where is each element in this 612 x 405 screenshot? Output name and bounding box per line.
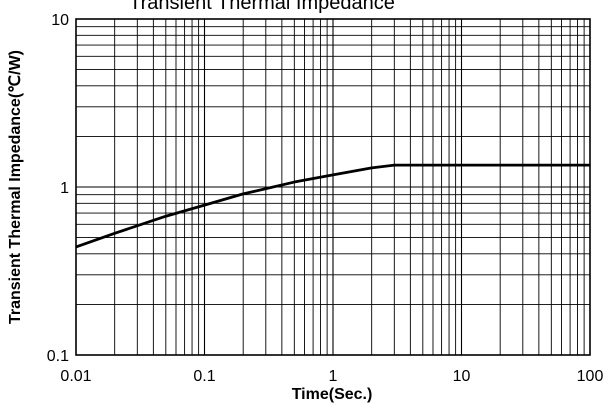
y-tick-label: 10 — [51, 12, 69, 29]
x-axis-label: Time(Sec.) — [292, 386, 373, 403]
y-tick-label: 1 — [60, 180, 69, 197]
y-tick-label: 0.1 — [47, 348, 69, 365]
plot-frame — [75, 18, 591, 356]
x-tick-label: 0.1 — [193, 368, 215, 385]
plot-grid — [76, 19, 590, 355]
chart-title: Transient Thermal Impedance — [129, 0, 395, 14]
x-tick-labels: 0.01 0.1 1 10 100 — [60, 368, 603, 385]
x-tick-label: 100 — [577, 368, 604, 385]
y-axis-label: Transient Thermal Impedance(℃/W) — [7, 50, 24, 324]
x-tick-label: 1 — [329, 368, 338, 385]
x-tick-label: 10 — [453, 368, 471, 385]
x-tick-label: 0.01 — [60, 368, 91, 385]
impedance-curve — [75, 163, 590, 249]
y-tick-labels: 0.1 1 10 — [47, 12, 69, 365]
